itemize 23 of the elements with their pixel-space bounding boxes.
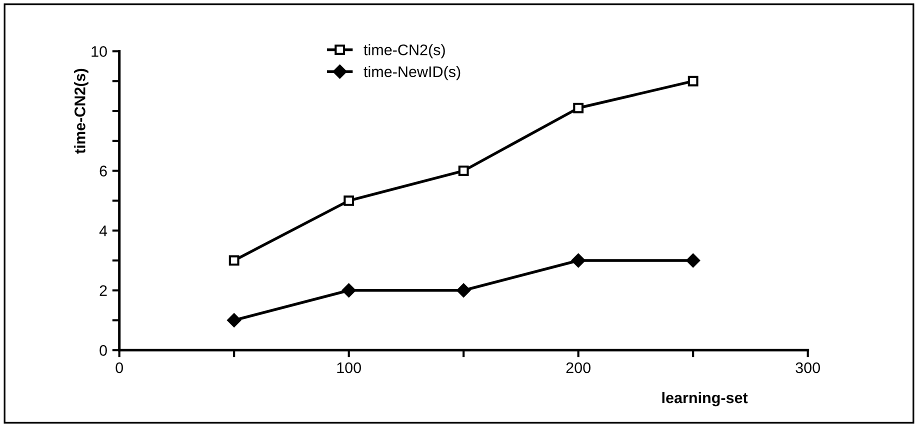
point: [571, 254, 586, 268]
point: [344, 195, 354, 206]
point: [342, 283, 356, 298]
legend-label: time-CN2(s): [364, 44, 445, 58]
x-axis-title: learning-set: [662, 392, 748, 406]
point: [227, 313, 242, 328]
y-tick-label: 4: [99, 226, 108, 236]
x-tick-label: 200: [566, 362, 590, 374]
y-tick-label: 0: [100, 345, 107, 356]
x-tick-label: 0: [116, 362, 123, 374]
y-tick-label: 2: [100, 285, 107, 296]
point: [573, 102, 584, 114]
y-axis-title: time-CN2(s): [74, 68, 88, 154]
x-tick-label: 300: [796, 362, 820, 374]
point: [458, 166, 469, 176]
point: [688, 76, 698, 86]
y-tick-label: 6: [100, 166, 107, 176]
point: [686, 254, 700, 268]
point: [228, 255, 240, 266]
y-tick-label: 10: [92, 46, 107, 57]
legend-label: time-NewID(s): [364, 66, 460, 80]
point: [456, 283, 471, 298]
x-tick-label: 100: [337, 362, 361, 374]
